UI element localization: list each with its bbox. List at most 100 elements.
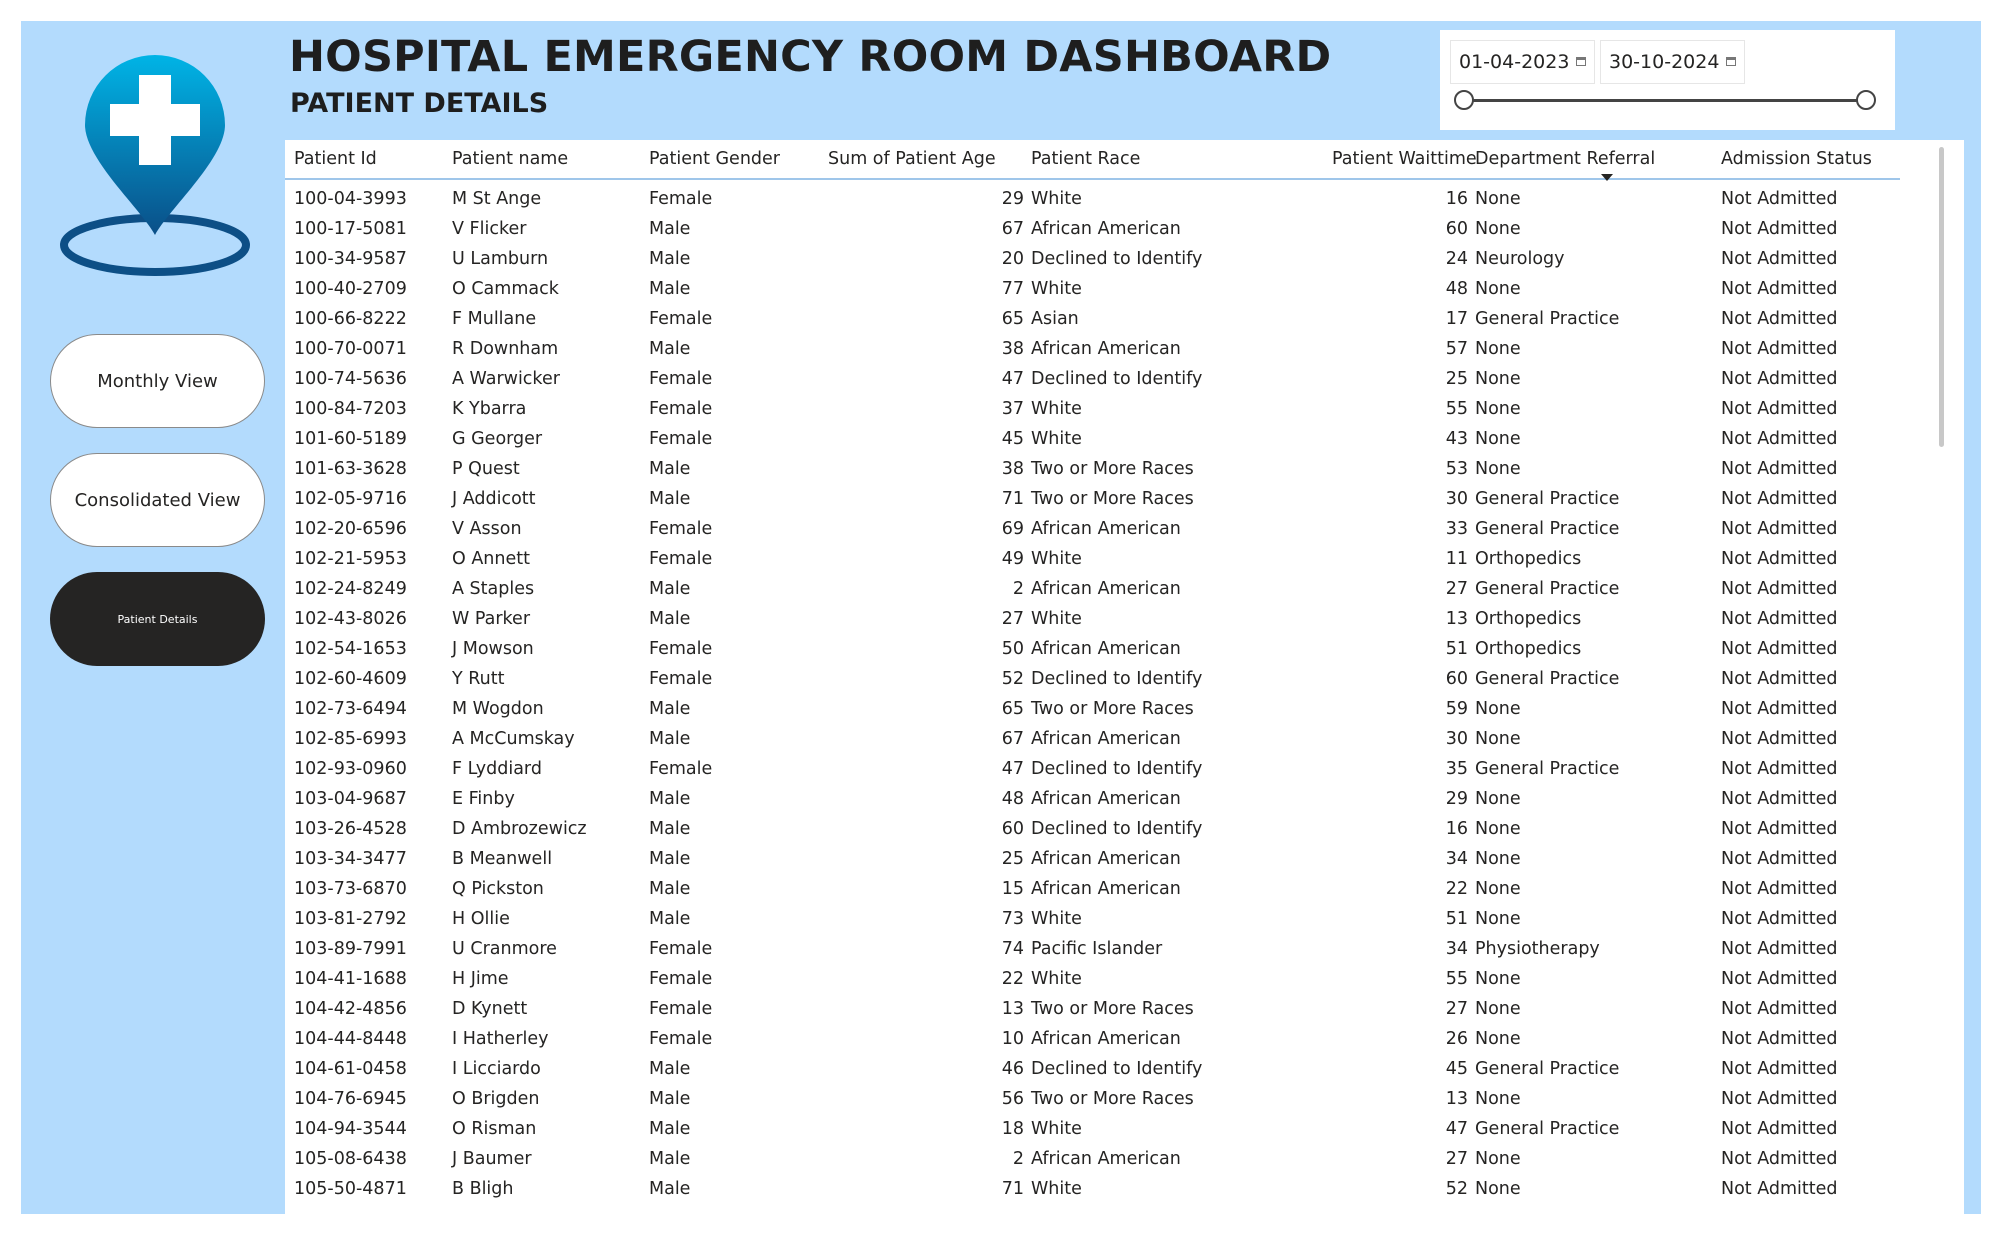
cell-admission-status: Not Admitted: [1721, 879, 1838, 899]
table-row[interactable]: 103-04-9687 E Finby Male 48 African American…: [285, 786, 1900, 816]
cell-patient-race: African American: [1031, 879, 1181, 899]
table-row[interactable]: 102-43-8026 W Parker Male 27 White 13 Orthoped…: [285, 606, 1900, 636]
table-row[interactable]: 100-40-2709 O Cammack Male 77 White 48 None Not…: [285, 276, 1900, 306]
table-row[interactable]: 102-85-6993 A McCumskay Male 67 African Amer…: [285, 726, 1900, 756]
table-row[interactable]: 102-05-9716 J Addicott Male 71 Two or More R…: [285, 486, 1900, 516]
table-row[interactable]: 105-08-6438 J Baumer Male 2 African American…: [285, 1146, 1900, 1176]
table-row[interactable]: 104-61-0458 I Licciardo Male 46 Declined to …: [285, 1056, 1900, 1086]
table-row[interactable]: 104-41-1688 H Jime Female 22 White 55 None Not …: [285, 966, 1900, 996]
column-header-patient-waittime[interactable]: Patient Waittime: [1332, 149, 1477, 169]
column-header-patient-age[interactable]: Sum of Patient Age: [828, 149, 996, 169]
cell-patient-id: 103-34-3477: [294, 849, 407, 869]
cell-admission-status: Not Admitted: [1721, 189, 1838, 209]
table-row[interactable]: 103-26-4528 D Ambrozewicz Male 60 Declined t…: [285, 816, 1900, 846]
cell-admission-status: Not Admitted: [1721, 729, 1838, 749]
cell-admission-status: Not Admitted: [1721, 1119, 1838, 1139]
cell-patient-race: Declined to Identify: [1031, 759, 1203, 779]
cell-patient-id: 100-70-0071: [294, 339, 407, 359]
cell-patient-name: B Meanwell: [452, 849, 553, 869]
calendar-icon[interactable]: [1576, 57, 1586, 66]
cell-patient-id: 102-20-6596: [294, 519, 407, 539]
cell-patient-gender: Female: [649, 549, 713, 569]
table-row[interactable]: 100-70-0071 R Downham Male 38 African Americ…: [285, 336, 1900, 366]
date-range-slicer: 01-04-2023 30-10-2024: [1440, 30, 1895, 130]
end-date-input[interactable]: 30-10-2024: [1600, 40, 1745, 84]
start-date-input[interactable]: 01-04-2023: [1450, 40, 1595, 84]
cell-admission-status: Not Admitted: [1721, 369, 1838, 389]
table-row[interactable]: 102-60-4609 Y Rutt Female 52 Declined to Ide…: [285, 666, 1900, 696]
cell-patient-id: 100-40-2709: [294, 279, 407, 299]
cell-patient-name: O Annett: [452, 549, 530, 569]
cell-patient-name: O Brigden: [452, 1089, 540, 1109]
table-row[interactable]: 105-50-4871 B Bligh Male 71 White 52 None Not A…: [285, 1176, 1900, 1206]
table-row[interactable]: 102-93-0960 F Lyddiard Female 47 Declined to…: [285, 756, 1900, 786]
cell-patient-id: 104-42-4856: [294, 999, 407, 1019]
table-row[interactable]: 100-17-5081 V Flicker Male 67 African Americ…: [285, 216, 1900, 246]
column-header-admission-status[interactable]: Admission Status: [1721, 149, 1872, 169]
table-row[interactable]: 101-60-5189 G Georger Female 45 White 43 None N…: [285, 426, 1900, 456]
calendar-icon[interactable]: [1726, 57, 1736, 66]
cell-admission-status: Not Admitted: [1721, 759, 1838, 779]
cell-patient-id: 104-41-1688: [294, 969, 407, 989]
column-header-patient-id[interactable]: Patient Id: [294, 149, 377, 169]
cell-patient-age: 48: [1001, 789, 1024, 809]
cell-patient-gender: Male: [649, 609, 691, 629]
cell-patient-gender: Male: [649, 789, 691, 809]
cell-patient-age: 65: [1001, 699, 1024, 719]
cell-department-referral: None: [1475, 909, 1521, 929]
cell-patient-name: P Quest: [452, 459, 520, 479]
cell-patient-race: White: [1031, 609, 1082, 629]
table-row[interactable]: 102-54-1653 J Mowson Female 50 African Ameri…: [285, 636, 1900, 666]
column-header-patient-name[interactable]: Patient name: [452, 149, 569, 169]
sort-descending-icon[interactable]: [1601, 174, 1613, 181]
patient-details-button[interactable]: Patient Details: [50, 572, 265, 666]
column-header-patient-race[interactable]: Patient Race: [1031, 149, 1141, 169]
cell-patient-id: 103-89-7991: [294, 939, 407, 959]
cell-patient-id: 105-50-4871: [294, 1179, 407, 1199]
cell-patient-name: I Hatherley: [452, 1029, 549, 1049]
table-row[interactable]: 104-42-4856 D Kynett Female 13 Two or More R…: [285, 996, 1900, 1026]
cell-admission-status: Not Admitted: [1721, 339, 1838, 359]
table-row[interactable]: 103-89-7991 U Cranmore Female 74 Pacific Isl…: [285, 936, 1900, 966]
cell-patient-race: African American: [1031, 789, 1181, 809]
table-row[interactable]: 102-73-6494 M Wogdon Male 65 Two or More Rac…: [285, 696, 1900, 726]
table-row[interactable]: 104-76-6945 O Brigden Male 56 Two or More Ra…: [285, 1086, 1900, 1116]
table-row[interactable]: 100-74-5636 A Warwicker Female 47 Declined t…: [285, 366, 1900, 396]
date-slider-track[interactable]: [1464, 99, 1866, 102]
table-row[interactable]: 102-21-5953 O Annett Female 49 White 11 Orthop…: [285, 546, 1900, 576]
cell-patient-waittime: 60: [1445, 219, 1468, 239]
cell-patient-waittime: 34: [1445, 849, 1468, 869]
cell-patient-age: 77: [1001, 279, 1024, 299]
cell-patient-waittime: 17: [1445, 309, 1468, 329]
cell-patient-age: 49: [1001, 549, 1024, 569]
column-header-patient-gender[interactable]: Patient Gender: [649, 149, 780, 169]
consolidated-view-button[interactable]: Consolidated View: [50, 453, 265, 547]
cell-patient-gender: Male: [649, 1179, 691, 1199]
cell-patient-age: 2: [1012, 1149, 1024, 1169]
column-header-department-referral[interactable]: Department Referral: [1475, 149, 1656, 169]
table-row[interactable]: 103-73-6870 Q Pickston Male 15 African Ameri…: [285, 876, 1900, 906]
table-row[interactable]: 102-24-8249 A Staples Male 2 African America…: [285, 576, 1900, 606]
table-row[interactable]: 100-66-8222 F Mullane Female 65 Asian 17 Gener…: [285, 306, 1900, 336]
end-slider-handle[interactable]: [1856, 90, 1876, 110]
table-row[interactable]: 100-84-7203 K Ybarra Female 37 White 55 None No…: [285, 396, 1900, 426]
cell-patient-waittime: 22: [1445, 879, 1468, 899]
cell-patient-id: 102-21-5953: [294, 549, 407, 569]
table-row[interactable]: 103-81-2792 H Ollie Male 73 White 51 None Not A…: [285, 906, 1900, 936]
table-row[interactable]: 100-04-3993 M St Ange Female 29 White 16 None N…: [285, 186, 1900, 216]
table-row[interactable]: 101-63-3628 P Quest Male 38 Two or More Race…: [285, 456, 1900, 486]
cell-department-referral: None: [1475, 1089, 1521, 1109]
cell-patient-age: 69: [1001, 519, 1024, 539]
cell-patient-race: African American: [1031, 729, 1181, 749]
vertical-scrollbar[interactable]: [1939, 147, 1944, 447]
cell-patient-age: 15: [1001, 879, 1024, 899]
monthly-view-button[interactable]: Monthly View: [50, 334, 265, 428]
table-row[interactable]: 104-94-3544 O Risman Male 18 White 47 General …: [285, 1116, 1900, 1146]
cell-patient-name: O Cammack: [452, 279, 559, 299]
start-slider-handle[interactable]: [1454, 90, 1474, 110]
table-row[interactable]: 102-20-6596 V Asson Female 69 African Americ…: [285, 516, 1900, 546]
table-row[interactable]: 104-44-8448 I Hatherley Female 10 African Am…: [285, 1026, 1900, 1056]
cell-patient-name: J Mowson: [452, 639, 534, 659]
table-row[interactable]: 103-34-3477 B Meanwell Male 25 African Ameri…: [285, 846, 1900, 876]
table-row[interactable]: 100-34-9587 U Lamburn Male 20 Declined to Id…: [285, 246, 1900, 276]
